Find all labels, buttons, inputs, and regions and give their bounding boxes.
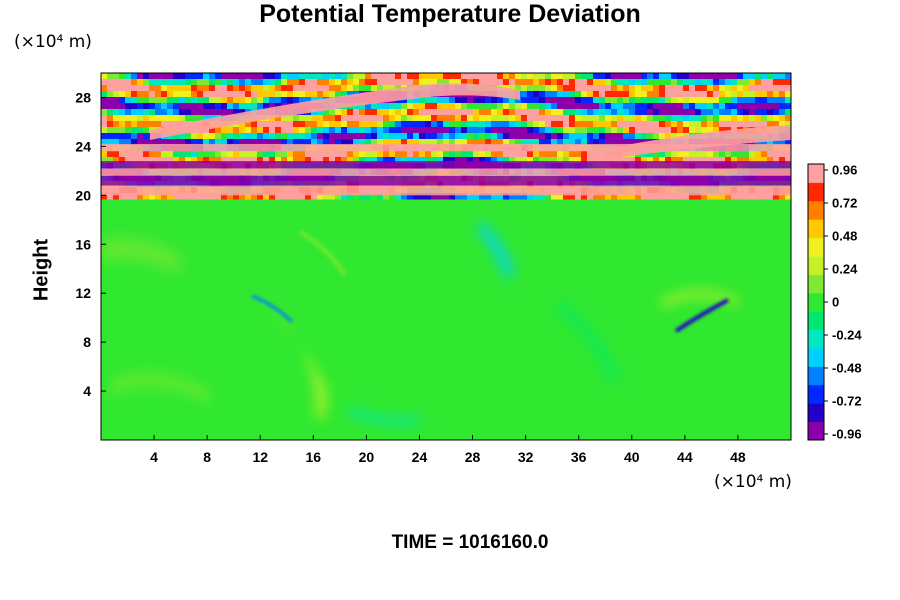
colorbar-label: -0.72 bbox=[832, 394, 862, 409]
y-tick-label: 16 bbox=[75, 236, 91, 252]
colorbar-swatch bbox=[808, 274, 824, 294]
x-tick-label: 36 bbox=[571, 449, 587, 465]
colorbar-swatch bbox=[808, 200, 824, 220]
x-tick-label: 40 bbox=[624, 449, 640, 465]
x-tick-label: 4 bbox=[150, 449, 158, 465]
colorbar-swatch bbox=[808, 384, 824, 404]
x-tick-label: 8 bbox=[203, 449, 211, 465]
colorbar-label: -0.96 bbox=[832, 427, 862, 442]
colorbar-label: -0.48 bbox=[832, 361, 862, 376]
x-axis-unit: (×10⁴ m) bbox=[714, 472, 792, 492]
y-tick-label: 24 bbox=[75, 138, 91, 154]
colorbar-swatch bbox=[808, 403, 824, 423]
colorbar-label: 0 bbox=[832, 295, 839, 310]
y-tick-label: 4 bbox=[83, 383, 91, 399]
x-tick-label: 16 bbox=[306, 449, 322, 465]
y-tick-label: 12 bbox=[75, 285, 91, 301]
y-tick-label: 8 bbox=[83, 334, 91, 350]
colorbar-label: 0.96 bbox=[832, 163, 857, 178]
colorbar-swatch bbox=[808, 421, 824, 441]
colorbar-label: 0.48 bbox=[832, 229, 857, 244]
x-tick-label: 20 bbox=[359, 449, 375, 465]
x-tick-label: 24 bbox=[412, 449, 428, 465]
x-tick-label: 44 bbox=[677, 449, 693, 465]
plot-frame bbox=[100, 72, 792, 441]
field-lower-texture bbox=[101, 220, 740, 427]
y-axis-unit: (×10⁴ m) bbox=[14, 32, 92, 52]
colorbar-swatch bbox=[808, 256, 824, 275]
field-bands bbox=[101, 83, 791, 196]
y-tick-label: 20 bbox=[75, 187, 91, 203]
colorbar-swatch bbox=[808, 366, 824, 386]
chart-title: Potential Temperature Deviation bbox=[259, 0, 641, 28]
colorbar-swatch bbox=[808, 182, 824, 202]
colorbar-swatch bbox=[808, 292, 824, 312]
colorbar-label: -0.24 bbox=[832, 328, 862, 343]
x-tick-label: 32 bbox=[518, 449, 534, 465]
x-tick-label: 28 bbox=[465, 449, 481, 465]
x-tick-label: 12 bbox=[252, 449, 268, 465]
field-lower-region bbox=[101, 195, 791, 440]
heatmap-field bbox=[101, 73, 791, 440]
colorbar-label: 0.24 bbox=[832, 262, 858, 277]
colorbar-swatch bbox=[808, 164, 824, 183]
time-annotation: TIME = 1016160.0 bbox=[391, 532, 549, 553]
y-tick-label: 28 bbox=[75, 89, 91, 105]
colorbar-swatch bbox=[808, 329, 824, 349]
colorbar-swatch bbox=[808, 237, 824, 257]
colorbar: 0.96 0.72 0.48 0.24 0 -0.24 -0.48 -0.72 -0.96 bbox=[807, 163, 862, 442]
colorbar-swatch bbox=[808, 219, 824, 239]
y-axis-ticks: 4 8 12 16 20 24 28 bbox=[75, 89, 106, 399]
x-axis-ticks: 4 8 12 16 20 24 28 32 36 40 44 48 bbox=[150, 435, 746, 465]
colorbar-swatch bbox=[808, 311, 824, 331]
colorbar-swatch bbox=[808, 348, 824, 367]
x-tick-label: 48 bbox=[730, 449, 746, 465]
colorbar-label: 0.72 bbox=[832, 196, 857, 211]
field-lower-streaks bbox=[251, 229, 729, 333]
